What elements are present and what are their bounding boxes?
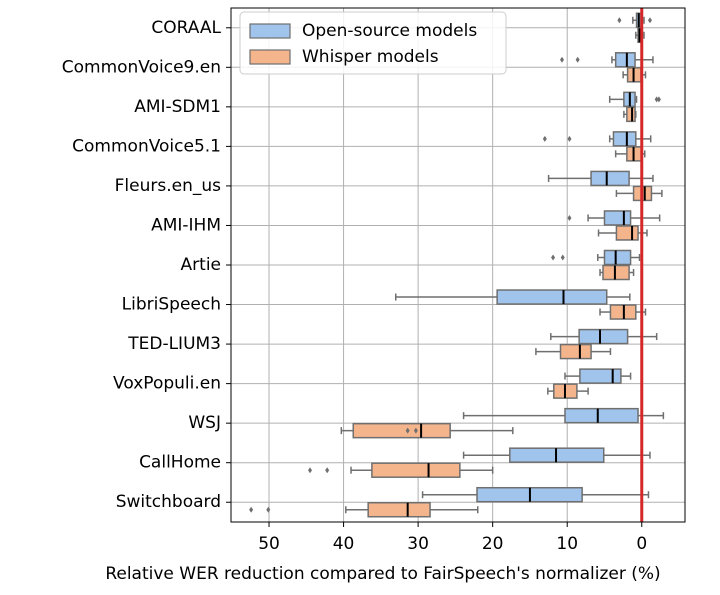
outlier	[647, 17, 652, 24]
y-tick-label: Fleurs.en_us	[115, 176, 221, 196]
x-tick-label: 30	[407, 534, 429, 554]
y-tick-label: AMI-IHM	[151, 215, 221, 235]
y-tick-label: Artie	[181, 255, 221, 275]
x-tick-label: 40	[333, 534, 355, 554]
outlier	[413, 427, 418, 434]
outlier	[551, 254, 556, 261]
y-tick-label: CallHome	[139, 453, 221, 473]
box	[603, 249, 632, 266]
plot-frame	[230, 7, 686, 523]
box	[578, 328, 629, 345]
box	[367, 501, 431, 518]
legend-frame	[239, 11, 507, 75]
box	[603, 210, 632, 226]
y-tick-label: TED-LIUM3	[127, 334, 221, 354]
y-tick-label: LibriSpeech	[122, 295, 221, 315]
box	[590, 170, 630, 187]
box	[559, 343, 592, 360]
outlier	[567, 214, 572, 221]
y-tick-label: CORAAL	[151, 18, 221, 38]
x-tick-label: 10	[556, 534, 578, 554]
box	[602, 264, 630, 281]
legend-swatch	[249, 23, 291, 39]
box	[496, 289, 608, 305]
y-tick-label: WSJ	[188, 413, 221, 433]
legend-swatch	[249, 49, 291, 65]
x-tick-label: 50	[258, 534, 280, 554]
outlier	[249, 506, 254, 513]
outlier	[308, 467, 313, 474]
outlier	[559, 56, 564, 63]
y-tick-label: Switchboard	[116, 492, 221, 512]
x-tick-label: 0	[636, 534, 647, 554]
outlier	[654, 96, 659, 103]
box	[612, 131, 637, 147]
outlier	[405, 427, 410, 434]
outlier	[325, 467, 330, 474]
box	[579, 368, 622, 384]
box	[564, 407, 639, 424]
x-tick-label: 20	[482, 534, 504, 554]
legend-label: Whisper models	[302, 47, 439, 67]
outlier	[617, 17, 622, 24]
y-tick-label: CommonVoice5.1	[72, 136, 221, 156]
outlier	[542, 135, 547, 142]
legend-label: Open-source models	[302, 21, 477, 41]
box	[626, 106, 636, 123]
outlier	[575, 56, 580, 63]
box	[371, 462, 461, 478]
outlier	[656, 96, 661, 103]
outlier	[567, 135, 572, 142]
box	[614, 52, 636, 68]
box	[352, 422, 451, 439]
outlier	[560, 254, 565, 261]
x-axis-label: Relative WER reduction compared to FairS…	[105, 564, 660, 584]
y-tick-label: VoxPopuli.en	[113, 374, 221, 394]
legend: Open-source models Whisper models	[239, 11, 507, 75]
outlier	[266, 506, 271, 513]
y-tick-label: CommonVoice9.en	[62, 57, 221, 77]
y-tick-label: AMI-SDM1	[134, 97, 221, 117]
box	[615, 225, 639, 241]
